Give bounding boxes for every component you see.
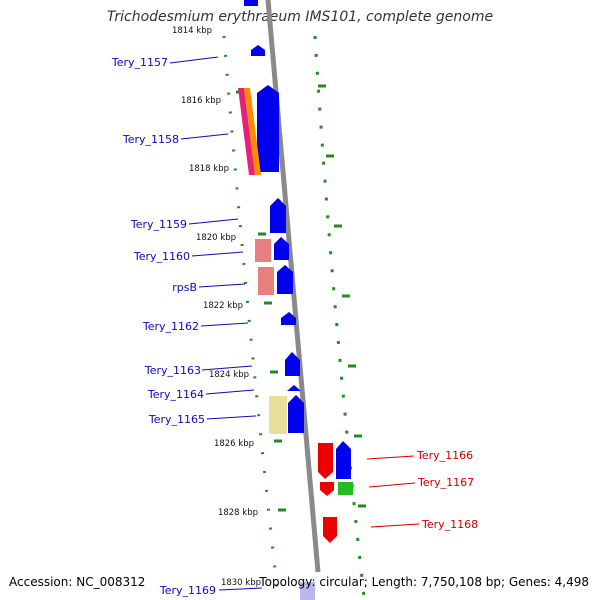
other-genes[interactable] [238,88,353,495]
kbp-label: 1824 kbp [209,370,249,380]
kbp-label: 1822 kbp [203,301,243,311]
gene-label-tery-1158[interactable]: Tery_1158 [122,133,179,146]
gene-label-tery-1162[interactable]: Tery_1162 [142,320,199,333]
gene-feature[interactable] [257,85,279,172]
gene-feature[interactable] [320,482,334,496]
gene-labels-left[interactable]: Tery_1157 Tery_1158 Tery_1159 Tery_1160 … [111,56,216,597]
gene-feature[interactable] [251,45,265,56]
gene-label-tery-1169[interactable]: Tery_1169 [159,584,216,597]
kbp-label: 1828 kbp [218,508,258,518]
gene-feature[interactable] [244,88,261,175]
gene-label-tery-1167[interactable]: Tery_1167 [417,476,474,489]
label-leaders-left [169,56,263,591]
gene-feature[interactable] [244,0,258,6]
kbp-ticks-right [318,84,366,508]
gene-feature[interactable] [318,443,333,479]
gene-feature[interactable] [255,239,271,262]
gene-feature[interactable] [288,395,304,433]
reverse-genes[interactable] [318,443,337,543]
forward-genes[interactable] [244,0,351,600]
map-title: Trichodesmium erythraeum IMS101, complet… [106,9,494,25]
gene-feature[interactable] [300,582,315,600]
kbp-label: 1826 kbp [214,439,254,449]
kbp-label: 1818 kbp [189,164,229,174]
kbp-label: 1816 kbp [181,96,221,106]
label-leaders-right [366,455,420,528]
genome-summary: Topology: circular; Length: 7,750,108 bp… [259,575,589,589]
gene-feature[interactable] [238,88,255,175]
gene-label-tery-1163[interactable]: Tery_1163 [144,364,201,377]
kbp-scale: 1814 kbp 1816 kbp 1818 kbp 1820 kbp 1822… [172,26,261,588]
kbp-label: 1820 kbp [196,233,236,243]
kbp-label: 1814 kbp [172,26,212,36]
gene-feature[interactable] [274,237,289,260]
gene-label-rpsb[interactable]: rpsB [172,281,197,294]
gene-label-tery-1160[interactable]: Tery_1160 [133,250,190,263]
gene-feature[interactable] [277,265,293,294]
kbp-label: 1830 kbp [221,578,261,588]
gene-feature[interactable] [269,396,287,434]
gene-label-tery-1168[interactable]: Tery_1168 [421,518,478,531]
gene-label-tery-1166[interactable]: Tery_1166 [416,449,473,462]
gene-feature[interactable] [287,385,301,391]
gene-feature[interactable] [336,441,351,479]
gene-feature[interactable] [281,312,296,325]
gene-label-tery-1159[interactable]: Tery_1159 [130,218,187,231]
gene-feature[interactable] [258,267,274,295]
gene-label-tery-1165[interactable]: Tery_1165 [148,413,205,426]
accession-text: Accession: NC_008312 [9,575,146,589]
gene-feature[interactable] [270,198,286,233]
gene-feature[interactable] [323,517,337,543]
gene-label-tery-1157[interactable]: Tery_1157 [111,56,168,69]
gene-feature[interactable] [338,482,353,495]
gene-labels-right[interactable]: Tery_1166 Tery_1167 Tery_1168 [416,449,478,531]
gene-label-tery-1164[interactable]: Tery_1164 [147,388,204,401]
gene-feature[interactable] [285,352,300,376]
